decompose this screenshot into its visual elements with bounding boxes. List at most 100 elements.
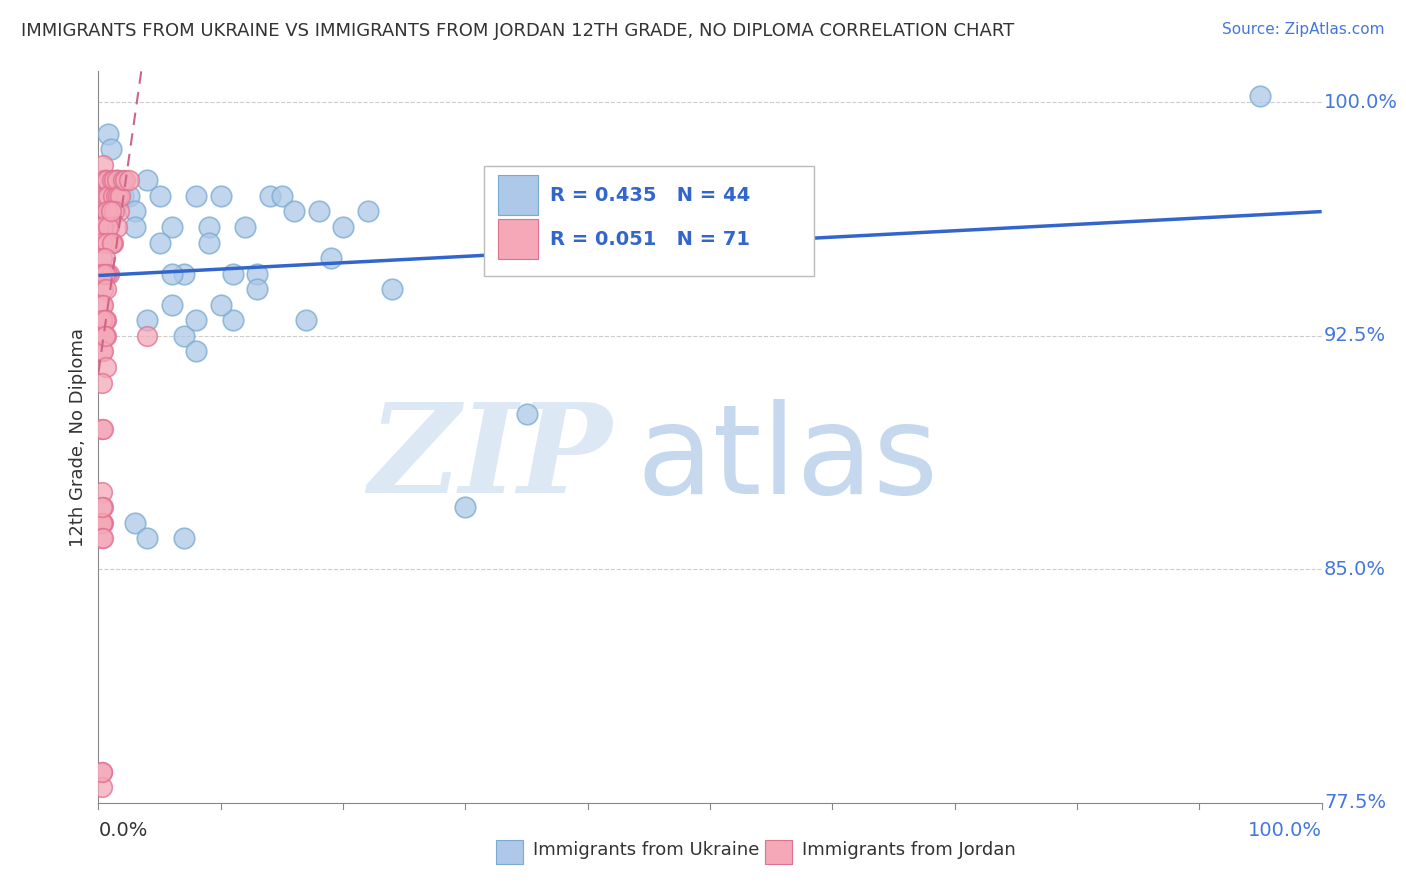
Point [94,359,117,374]
Point [91,329,114,343]
Point [93,329,115,343]
Point [160,298,183,312]
Point [136,173,159,187]
Point [118,189,141,203]
Point [356,204,378,219]
Point [173,531,195,545]
Point [93,267,115,281]
Point [100,204,122,219]
Point [91,531,114,545]
Point [91,251,114,265]
Point [246,267,269,281]
Point [515,407,537,421]
Text: 100.0%: 100.0% [1247,822,1322,840]
Point [91,484,114,499]
Point [209,189,232,203]
Point [91,516,114,530]
Text: R = 0.051   N = 71: R = 0.051 N = 71 [550,230,749,249]
Point [97,189,120,203]
Point [91,422,114,436]
Point [94,313,117,327]
Text: ZIP: ZIP [368,398,612,520]
Point [98,219,121,234]
Point [319,251,342,265]
Point [93,313,115,327]
Y-axis label: 12th Grade, No Diploma: 12th Grade, No Diploma [69,327,87,547]
Point [222,267,245,281]
Point [101,235,124,250]
Point [97,219,120,234]
Point [101,173,124,187]
Point [98,204,121,219]
Point [104,189,127,203]
Point [136,329,159,343]
Point [110,189,132,203]
Point [173,267,195,281]
Point [124,516,146,530]
Point [101,235,124,250]
Point [91,500,114,515]
Point [136,531,159,545]
Point [124,219,146,234]
Text: 100.0%: 100.0% [1324,93,1398,112]
Point [96,235,118,250]
Point [111,173,134,187]
Point [91,764,114,779]
Point [259,189,281,203]
Point [93,173,115,187]
Point [91,780,114,795]
Point [91,500,114,515]
Point [100,204,122,219]
Point [136,313,159,327]
Point [105,173,128,187]
Point [114,173,136,187]
Point [149,235,172,250]
Text: Immigrants from Ukraine: Immigrants from Ukraine [533,841,759,859]
Point [91,376,114,390]
Point [107,189,129,203]
Point [186,313,208,327]
Point [93,313,115,327]
Text: 85.0%: 85.0% [1324,560,1386,579]
Point [1249,89,1271,103]
Point [100,142,122,156]
Point [381,282,404,296]
Point [90,173,112,187]
Point [233,219,256,234]
Text: Immigrants from Jordan: Immigrants from Jordan [801,841,1015,859]
Bar [496,840,523,863]
Point [186,344,208,359]
Point [91,189,114,203]
Point [96,267,118,281]
Point [91,516,114,530]
Text: R = 0.435   N = 44: R = 0.435 N = 44 [550,186,749,205]
Bar [765,840,792,863]
Point [124,204,146,219]
Point [91,531,114,545]
Text: 77.5%: 77.5% [1324,793,1386,813]
Point [94,235,117,250]
Point [91,422,114,436]
Point [91,158,114,172]
Point [91,219,114,234]
Point [308,204,330,219]
Bar [498,175,537,216]
Point [94,329,117,343]
Point [111,189,134,203]
Point [91,267,114,281]
Point [101,189,124,203]
Point [91,282,114,296]
Point [283,204,305,219]
Point [332,219,354,234]
Point [93,267,115,281]
Point [246,282,269,296]
Text: Source: ZipAtlas.com: Source: ZipAtlas.com [1222,22,1385,37]
Point [91,298,114,312]
Point [105,173,128,187]
Point [91,344,114,359]
Point [270,189,294,203]
Point [295,313,318,327]
FancyBboxPatch shape [484,167,814,277]
Bar [498,219,537,260]
Point [91,219,114,234]
